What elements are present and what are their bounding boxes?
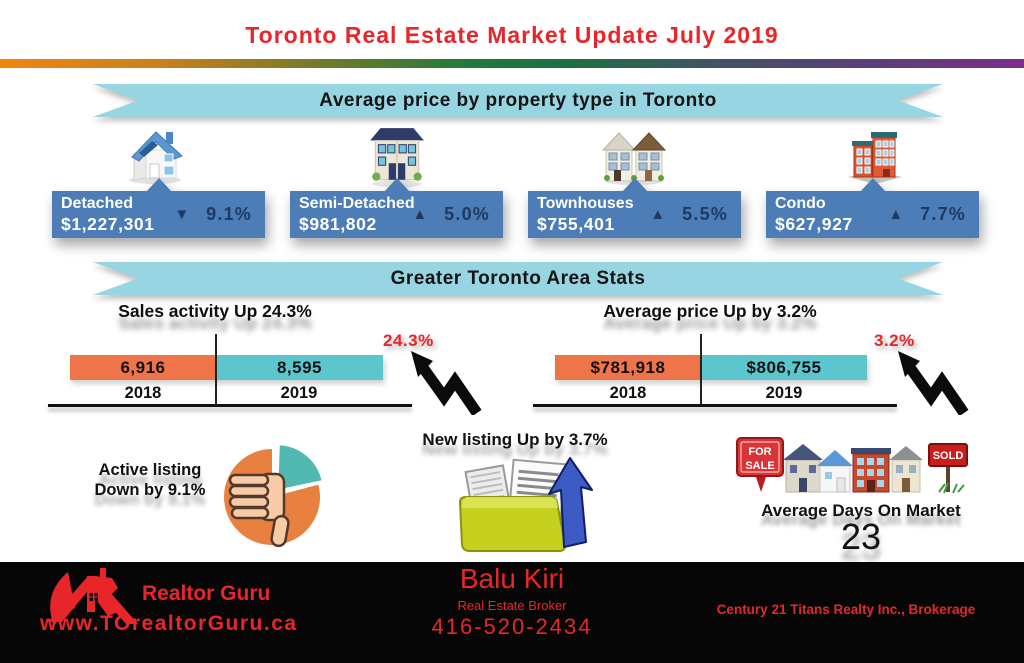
ribbon-property-types-label: Average price by property type in Toront…: [93, 84, 943, 117]
price-change-label: 3.2%: [874, 331, 915, 350]
trend-up-icon: ▲: [650, 206, 666, 223]
price-divider-line: [700, 334, 702, 405]
active-listing-label: Active listing Down by 9.1%: [66, 461, 234, 501]
sales-year-2018: 2018: [124, 384, 162, 402]
active-listing-line1: Active listing: [98, 461, 202, 479]
website-url: www.TOrealtorGuru.ca: [40, 612, 298, 635]
sales-baseline: [48, 404, 412, 407]
trend-up-icon: ▲: [888, 206, 904, 223]
card-pointer: [383, 178, 410, 192]
for-sale-sign-line2: SALE: [745, 460, 774, 472]
ribbon-gta-stats-label: Greater Toronto Area Stats: [93, 262, 943, 295]
for-sale-sold-houses-icon: FOR SALE SOLD: [736, 437, 968, 494]
agent-title: Real Estate Broker: [457, 598, 567, 613]
property-type-name: Semi-Detached: [299, 195, 415, 212]
price-year-2018: 2018: [609, 384, 647, 402]
property-card-townhouses: Townhouses $755,401 ▲ 5.5%: [528, 178, 741, 238]
new-listing-label: New listing Up by 3.7%: [422, 430, 608, 449]
thumbs-down-pie-icon: [224, 442, 325, 548]
card-pointer: [145, 178, 172, 192]
property-type-change: 7.7%: [920, 204, 966, 224]
property-card-semi-detached: Semi-Detached $981,802 ▲ 5.0%: [290, 178, 503, 238]
price-2019-bar: $806,755: [701, 355, 867, 380]
condo-building-icon: [848, 132, 902, 184]
houses-row: [783, 444, 923, 493]
sales-trend-arrow-icon: [411, 351, 482, 415]
active-listing-line2: Down by 9.1%: [94, 480, 206, 499]
for-sale-pin-tail: [755, 474, 767, 492]
property-type-change: 5.5%: [682, 204, 728, 224]
days-on-market-label: Average Days On Market: [761, 501, 961, 520]
sales-divider-line: [215, 334, 217, 405]
property-type-price: $1,227,301: [61, 213, 155, 234]
sales-2018-bar: 6,916: [70, 355, 216, 380]
property-type-name: Detached: [61, 195, 134, 212]
property-type-change: 5.0%: [444, 204, 490, 224]
sales-change-label: 24.3%: [383, 331, 434, 350]
page-title: Toronto Real Estate Market Update July 2…: [245, 22, 779, 48]
trend-up-icon: ▲: [412, 206, 428, 223]
ribbon-gta-stats: Greater Toronto Area Stats: [93, 262, 943, 295]
days-on-market-value: 23: [840, 516, 882, 557]
card-pointer: [621, 178, 648, 192]
price-year-2019: 2019: [765, 384, 803, 402]
price-2018-bar: $781,918: [555, 355, 701, 380]
property-type-name: Condo: [775, 195, 826, 212]
price-baseline: [533, 404, 897, 407]
agent-name: Balu Kiri: [459, 563, 565, 594]
folder-up-arrow-icon: [458, 457, 593, 552]
agent-phone: 416-520-2434: [431, 614, 593, 639]
realtor-guru-logo-icon: [48, 568, 138, 626]
property-type-change: 9.1%: [206, 204, 252, 224]
card-pointer: [859, 178, 886, 192]
property-type-name: Townhouses: [537, 195, 634, 212]
avg-price-title: Average price Up by 3.2%: [603, 301, 817, 321]
property-card-detached: Detached $1,227,301 ▼ 9.1%: [52, 178, 265, 238]
detached-house-icon: [129, 131, 183, 184]
sales-year-2019: 2019: [280, 384, 318, 402]
rainbow-divider: [0, 59, 1024, 68]
sold-sign-label: SOLD: [933, 450, 964, 462]
footer: Realtor Guru www.TOrealtorGuru.ca Balu K…: [0, 562, 1024, 663]
property-type-price: $755,401: [537, 213, 615, 234]
price-trend-arrow-icon: [898, 351, 969, 415]
trend-down-icon: ▼: [174, 206, 190, 223]
ribbon-property-types: Average price by property type in Toront…: [93, 84, 943, 117]
property-type-price: $981,802: [299, 213, 377, 234]
sales-2019-bar: 8,595: [216, 355, 383, 380]
property-type-price: $627,927: [775, 213, 853, 234]
for-sale-sign-line1: FOR: [748, 446, 771, 458]
property-card-condo: Condo $627,927 ▲ 7.7%: [766, 178, 979, 238]
sales-activity-title: Sales activity Up 24.3%: [118, 301, 312, 321]
townhouses-icon: [601, 132, 667, 185]
brokerage-name: Century 21 Titans Realty Inc., Brokerage: [716, 602, 976, 617]
brand-name: Realtor Guru: [142, 582, 271, 605]
